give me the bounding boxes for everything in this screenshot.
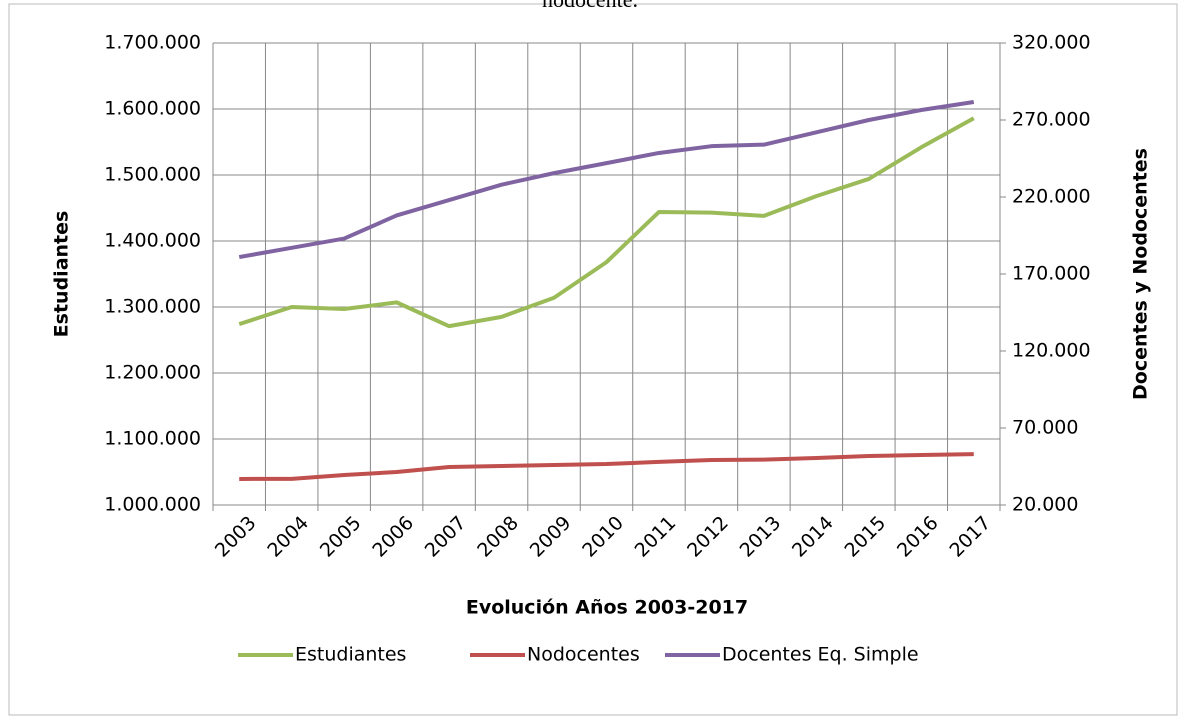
x-tick-label: 2013 bbox=[736, 512, 786, 562]
x-tick-label: 2011 bbox=[631, 512, 681, 562]
series-line bbox=[238, 116, 975, 329]
x-tick-label: 2008 bbox=[473, 512, 523, 562]
x-tick-label: 2005 bbox=[316, 512, 366, 562]
chart-title: nodocente. bbox=[542, 0, 638, 12]
x-tick-label: 2014 bbox=[788, 512, 838, 562]
series-line bbox=[239, 452, 974, 481]
y2-tick-label: 20.000 bbox=[1012, 494, 1078, 516]
y2-tick-label: 220.000 bbox=[1012, 186, 1091, 208]
y-axis-title: Estudiantes bbox=[51, 211, 73, 338]
y2-tick-label: 70.000 bbox=[1012, 417, 1078, 439]
y-tick-label: 1.200.000 bbox=[104, 362, 201, 384]
x-tick-label: 2016 bbox=[893, 512, 943, 562]
y-tick-label: 1.100.000 bbox=[104, 428, 201, 450]
y2-tick-label: 170.000 bbox=[1012, 263, 1091, 285]
y2-axis-title: Docentes y Nodocentes bbox=[1130, 148, 1152, 400]
y2-tick-label: 270.000 bbox=[1012, 109, 1091, 131]
x-tick-label: 2007 bbox=[421, 512, 471, 562]
legend-label: Estudiantes bbox=[295, 644, 406, 666]
x-axis-title: Evolución Años 2003-2017 bbox=[466, 597, 748, 619]
x-tick-label: 2003 bbox=[211, 512, 261, 562]
x-tick-label: 2015 bbox=[841, 512, 891, 562]
y2-tick-label: 120.000 bbox=[1012, 340, 1091, 362]
x-tick-label: 2004 bbox=[263, 512, 313, 562]
x-tick-label: 2006 bbox=[368, 512, 418, 562]
y-tick-label: 1.600.000 bbox=[104, 98, 201, 120]
y2-tick-label: 320.000 bbox=[1012, 32, 1091, 54]
y-tick-label: 1.000.000 bbox=[104, 494, 201, 516]
x-tick-label: 2012 bbox=[683, 512, 733, 562]
chart-frame bbox=[8, 3, 1178, 716]
x-tick-label: 2009 bbox=[526, 512, 576, 562]
y-tick-label: 1.300.000 bbox=[104, 296, 201, 318]
y-tick-label: 1.500.000 bbox=[104, 164, 201, 186]
series-line bbox=[238, 100, 975, 260]
legend-label: Nodocentes bbox=[527, 644, 640, 666]
x-tick-label: 2010 bbox=[578, 512, 628, 562]
x-tick-label: 2017 bbox=[945, 512, 995, 562]
y-tick-label: 1.700.000 bbox=[104, 32, 201, 54]
y-tick-label: 1.400.000 bbox=[104, 230, 201, 252]
legend-label: Docentes Eq. Simple bbox=[722, 644, 919, 666]
